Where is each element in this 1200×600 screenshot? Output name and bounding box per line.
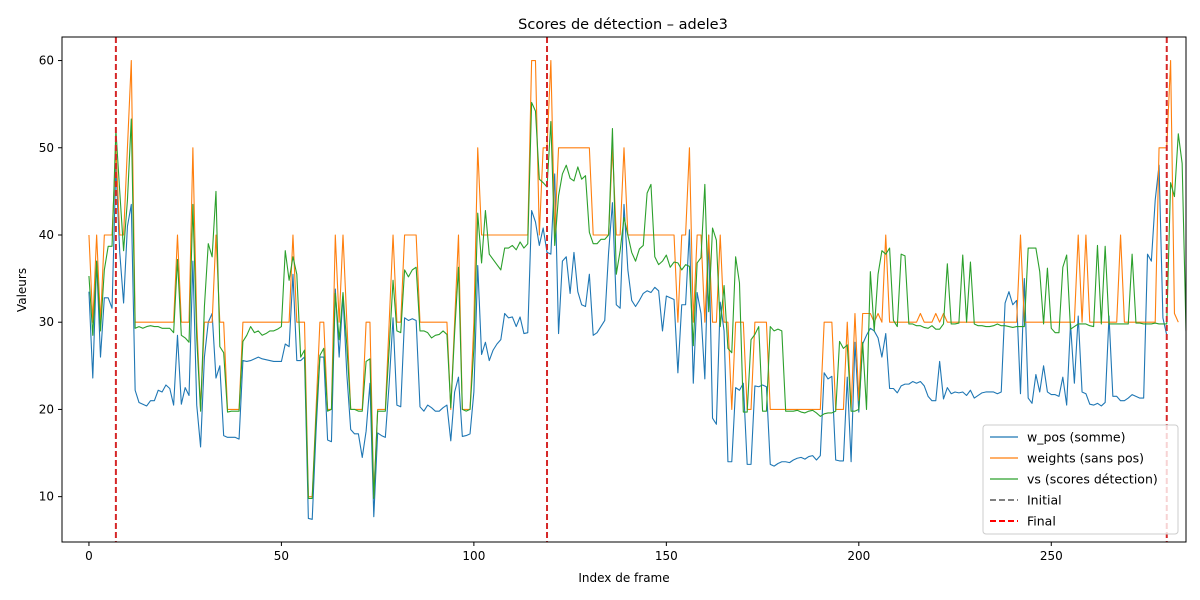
y-tick-label: 60 [39,54,54,68]
legend-label: w_pos (somme) [1027,430,1126,445]
x-tick-label: 100 [462,549,485,563]
vertical-markers [114,37,1168,542]
y-tick-label: 50 [39,141,54,155]
y-axis: 10 20 30 40 50 60 [39,54,62,504]
chart-title: Scores de détection – adele3 [518,17,728,33]
series-line-2 [88,101,1186,499]
x-tick-label: 200 [847,549,870,563]
x-tick-label: 150 [655,549,678,563]
x-tick-label: 0 [85,549,93,563]
legend-label: weights (sans pos) [1027,451,1144,466]
series-layer [88,59,1186,520]
y-tick-label: 40 [39,228,54,242]
x-axis-label: Index de frame [578,571,669,585]
y-tick-label: 20 [39,402,54,416]
series-line-0 [88,164,1168,520]
legend-box [982,424,1179,535]
y-axis-label: Valeurs [15,268,29,312]
legend-label: vs (scores détection) [1027,472,1158,487]
y-tick-label: 10 [39,490,54,504]
x-tick-label: 250 [1040,549,1063,563]
x-tick-label: 50 [274,549,289,563]
legend-items: w_pos (somme) weights (sans pos) vs (score… [990,430,1158,529]
legend-label: Initial [1027,493,1062,508]
y-tick-label: 30 [39,315,54,329]
series-line-1 [88,59,1179,498]
plot-frame [61,36,1187,543]
plot-area [61,36,1187,543]
legend: w_pos (somme) weights (sans pos) vs (score… [982,424,1179,535]
x-axis: 0 50 100 150 200 250 [85,542,1063,563]
legend-label: Final [1027,514,1056,529]
